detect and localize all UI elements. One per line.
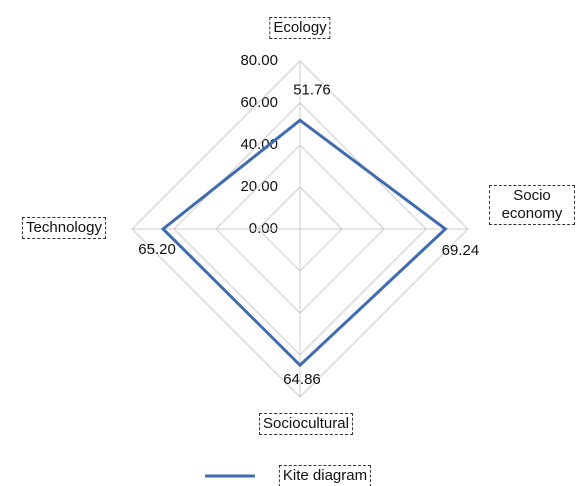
series-line xyxy=(160,118,448,368)
value-label: 51.76 xyxy=(293,81,331,98)
category-label: Ecology xyxy=(269,17,331,39)
r-tick-label: 0.00 xyxy=(249,220,278,237)
category-label: Socio economy xyxy=(489,185,575,225)
category-label: Technology xyxy=(22,217,106,239)
value-label: 64.86 xyxy=(283,371,321,388)
r-tick-label: 80.00 xyxy=(240,52,278,69)
category-label: Sociocultural xyxy=(259,413,353,435)
value-label: 65.20 xyxy=(138,241,176,258)
value-label: 69.24 xyxy=(442,242,480,259)
legend-label: Kite diagram xyxy=(278,465,372,486)
